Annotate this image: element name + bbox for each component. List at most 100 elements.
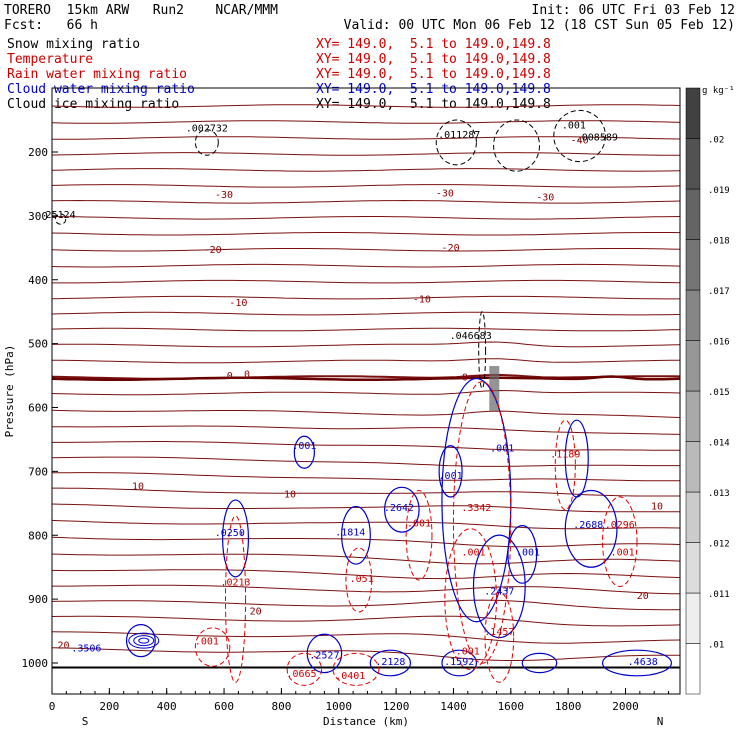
colorbar-tick-label: .012 <box>708 540 730 550</box>
colorbar-segment <box>685 239 701 291</box>
y-tick-label: 500 <box>28 338 48 351</box>
rain-water-contour <box>224 515 247 683</box>
isotherm-line <box>52 279 681 284</box>
x-tick-label: 1200 <box>383 700 410 713</box>
contour-label-layer: -40-30 -30 -30-20 -20-10 -100 0 0101010202020.… <box>46 120 664 682</box>
rain-water-label: .3342 <box>461 503 491 514</box>
colorbar-tick-label: .013 <box>708 489 730 499</box>
cloud-water-contour <box>564 489 618 568</box>
cloud-water-contour <box>441 649 478 677</box>
snow-contour <box>493 119 541 172</box>
isotherm-line <box>51 456 680 467</box>
colorbar-tick-label: .01 <box>708 641 724 651</box>
y-tick-label: 900 <box>28 593 48 606</box>
cloud-water-label: .001 <box>490 444 514 455</box>
cloud-water-label: .1814 <box>335 527 365 538</box>
snow-contour <box>435 119 477 166</box>
cloud-water-label: .2642 <box>384 503 414 514</box>
legend-rain-xy: XY= 149.0, 5.1 to 149.0,149.8 <box>316 67 551 82</box>
x-axis-south-label: S <box>82 715 89 728</box>
snow-maximum-label: .001 <box>562 120 586 131</box>
isotherm-line <box>51 519 681 530</box>
snow-shaded-column <box>489 365 500 411</box>
rain-water-contour <box>484 592 515 683</box>
colorbar-tick-label: .016 <box>708 338 730 348</box>
rain-water-contour <box>345 547 373 613</box>
cloud-water-contour <box>507 525 538 584</box>
isotherm-line <box>51 536 681 548</box>
snow-contour <box>194 129 219 156</box>
colorbar-segment <box>685 138 701 190</box>
colorbar-segment <box>685 390 701 442</box>
colorbar-segment <box>685 491 701 543</box>
x-tick-label: 400 <box>157 700 177 713</box>
temperature-contour-label: -20 <box>442 243 460 254</box>
rain-water-contour <box>194 627 231 667</box>
legend-rain-name: Rain water mixing ratio <box>7 67 188 82</box>
cloud-water-ring <box>128 632 160 649</box>
isotherm-line <box>51 152 680 156</box>
snow-maximum-label: .011287 <box>438 130 480 141</box>
cloud-water-label: .2437 <box>484 587 514 598</box>
isotherm-line <box>51 184 681 188</box>
isotherm-line <box>51 263 681 268</box>
isotherm-line <box>51 409 681 418</box>
isotherm-line <box>52 487 680 497</box>
x-tick-label: 200 <box>99 700 119 713</box>
y-tick-label: 300 <box>28 210 48 223</box>
snow-maximum-label: 25124 <box>46 210 76 221</box>
x-tick-label: 2000 <box>612 700 639 713</box>
x-tick-label: 1800 <box>555 700 582 713</box>
rain-water-label: .001 <box>456 647 480 658</box>
cloud-water-contour <box>341 505 371 565</box>
y-tick-label: 600 <box>28 402 48 415</box>
isotherm-line <box>51 615 681 627</box>
rain-water-label: .0213 <box>220 578 250 589</box>
cloud-water-label: .001 <box>516 548 540 559</box>
cloud-water-contour <box>472 534 526 639</box>
snow-contour <box>54 213 67 225</box>
temperature-contour-label: 20 <box>250 606 262 617</box>
snow-maximum-label: .002732 <box>186 124 228 135</box>
cloud-water-label: .2527 <box>309 651 339 662</box>
cloud-water-label: .0250 <box>215 528 245 539</box>
isotherm-line <box>51 311 681 316</box>
cloud-water-contour <box>601 649 673 677</box>
temperature-contour-label: 0 <box>227 371 233 382</box>
cloud-water-contour <box>438 445 463 498</box>
colorbar-tick-label: .02 <box>708 136 724 146</box>
rain-water-label: .0296 <box>605 520 635 531</box>
snow-contour <box>478 311 487 389</box>
colorbar-segment <box>685 87 701 139</box>
colorbar-tick-label: .018 <box>708 237 730 247</box>
isotherm-line <box>51 341 681 348</box>
isotherm-line <box>51 295 680 300</box>
isotherm-line <box>51 248 681 252</box>
x-tick-label: 0 <box>49 700 56 713</box>
rain-water-label: .001 <box>461 548 485 559</box>
isotherm-line <box>51 168 681 172</box>
colorbar-segment <box>685 289 701 341</box>
colorbar-segment <box>685 643 701 695</box>
isotherm-line <box>52 441 680 451</box>
snow-maximum-label: .008589 <box>576 133 618 144</box>
isotherm-line <box>51 599 681 611</box>
plot-frame <box>51 87 681 695</box>
temperature-contour-label: 0 <box>244 369 250 380</box>
cloud-water-label: .2128 <box>375 657 405 668</box>
cloud-water-label: .2688 <box>573 520 603 531</box>
temperature-contour-label: 10 <box>651 502 663 513</box>
rain-water-label: .1457 <box>484 627 514 638</box>
legend-cloud-water-xy: XY= 149.0, 5.1 to 149.0,149.8 <box>316 82 551 97</box>
legend-snow-name: Snow mixing ratio <box>7 37 141 52</box>
snow-maximum-label: .046683 <box>450 331 492 342</box>
cloud-water-ring <box>138 637 150 644</box>
isotherm-line <box>51 569 681 580</box>
isotherm-line <box>52 136 681 140</box>
rain-water-contour <box>332 652 380 686</box>
isotherm-line <box>51 232 681 236</box>
isotherm-line <box>51 631 681 644</box>
isotherm-line <box>51 647 680 661</box>
cloud-water-contour <box>384 486 420 533</box>
y-axis-label: Pressure (hPa) <box>3 345 16 438</box>
